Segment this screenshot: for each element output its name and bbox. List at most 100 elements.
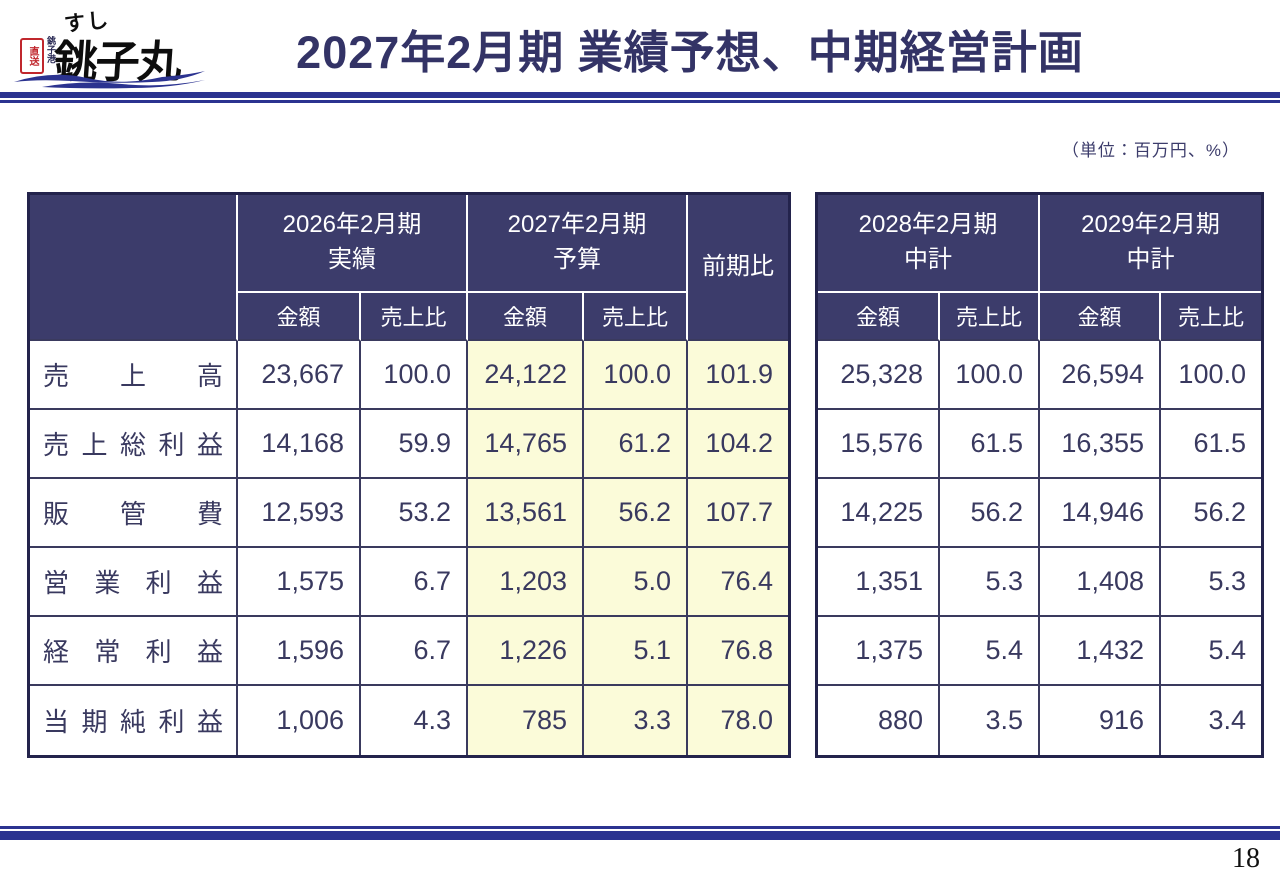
cell: 61.5	[1161, 410, 1261, 479]
cell: 100.0	[584, 341, 688, 410]
cell: 23,667	[238, 341, 361, 410]
cell: 24,122	[468, 341, 584, 410]
cell: 13,561	[468, 479, 584, 548]
subheader-amount: 金額	[468, 293, 584, 341]
wave-icon	[14, 71, 205, 89]
cell: 101.9	[688, 341, 788, 410]
row-label: 当期純利益	[30, 686, 238, 755]
cell: 100.0	[361, 341, 468, 410]
table-row-operating-income: 営業利益 1,575 6.7 1,203 5.0 76.4	[30, 548, 788, 617]
cell: 14,765	[468, 410, 584, 479]
group-label-line1: 2027年2月期	[507, 211, 647, 239]
cell: 3.4	[1161, 686, 1261, 755]
page-number: 18	[1232, 843, 1260, 874]
cell: 1,006	[238, 686, 361, 755]
cell: 107.7	[688, 479, 788, 548]
row-label: 売上総利益	[30, 410, 238, 479]
column-group-fy2029: 2029年2月期 中計	[1040, 195, 1261, 293]
cell: 5.4	[1161, 617, 1261, 686]
tables-area: 2026年2月期 実績 2027年2月期 予算 前期比 金額 売上比 金額 売上…	[27, 192, 1264, 758]
cell: 14,225	[818, 479, 940, 548]
logo-stamp: 直送	[20, 38, 44, 74]
cell: 76.8	[688, 617, 788, 686]
cell: 785	[468, 686, 584, 755]
subheader-amount: 金額	[818, 293, 940, 341]
column-group-fy2027: 2027年2月期 予算	[468, 195, 688, 293]
table-row-sga: 14,225 56.2 14,946 56.2	[818, 479, 1261, 548]
cell: 14,946	[1040, 479, 1161, 548]
table-row-net-income: 当期純利益 1,006 4.3 785 3.3 78.0	[30, 686, 788, 755]
row-label: 経常利益	[30, 617, 238, 686]
midterm-plan-table: 2028年2月期 中計 2029年2月期 中計 金額 売上比 金額 売上比	[815, 192, 1264, 758]
cell: 56.2	[1161, 479, 1261, 548]
row-label: 売上高	[30, 341, 238, 410]
slide-header: すし 銚子丸 直送 銚子港 2027年2月期 業績予想、中期経営計画	[0, 0, 1280, 92]
cell: 5.3	[940, 548, 1040, 617]
cell: 1,575	[238, 548, 361, 617]
cell: 100.0	[1161, 341, 1261, 410]
group-label-line2: 中計	[904, 246, 952, 273]
cell: 59.9	[361, 410, 468, 479]
cell: 5.4	[940, 617, 1040, 686]
cell: 104.2	[688, 410, 788, 479]
cell: 916	[1040, 686, 1161, 755]
cell: 1,432	[1040, 617, 1161, 686]
cell: 3.5	[940, 686, 1040, 755]
cell: 4.3	[361, 686, 468, 755]
forecast-table: 2026年2月期 実績 2027年2月期 予算 前期比 金額 売上比 金額 売上…	[27, 192, 791, 758]
group-label-line2: 実績	[328, 246, 376, 273]
header-divider	[0, 92, 1280, 103]
cell: 61.5	[940, 410, 1040, 479]
cell: 3.3	[584, 686, 688, 755]
unit-note: （単位：百万円、%）	[1061, 141, 1240, 160]
subheader-amount: 金額	[238, 293, 361, 341]
subheader-sales-ratio: 売上比	[940, 293, 1040, 341]
cell: 5.3	[1161, 548, 1261, 617]
row-label: 販管費	[30, 479, 238, 548]
group-label-line1: 2029年2月期	[1081, 211, 1220, 239]
logo-stamp-side-text: 銚子港	[46, 36, 56, 63]
row-label: 営業利益	[30, 548, 238, 617]
group-label-line2: 中計	[1126, 246, 1175, 273]
cell: 53.2	[361, 479, 468, 548]
column-group-fy2026: 2026年2月期 実績	[238, 195, 468, 293]
table-row-net-sales: 25,328 100.0 26,594 100.0	[818, 341, 1261, 410]
column-header-yoy: 前期比	[688, 195, 788, 341]
corner-cell	[30, 195, 238, 341]
table-row-gross-profit: 売上総利益 14,168 59.9 14,765 61.2 104.2	[30, 410, 788, 479]
table-row-sga: 販管費 12,593 53.2 13,561 56.2 107.7	[30, 479, 788, 548]
cell: 76.4	[688, 548, 788, 617]
cell: 1,408	[1040, 548, 1161, 617]
table-row-gross-profit: 15,576 61.5 16,355 61.5	[818, 410, 1261, 479]
cell: 15,576	[818, 410, 940, 479]
choshimaru-logo: すし 銚子丸 直送 銚子港	[12, 4, 207, 90]
cell: 25,328	[818, 341, 940, 410]
cell: 5.0	[584, 548, 688, 617]
cell: 880	[818, 686, 940, 755]
table-row-operating-income: 1,351 5.3 1,408 5.3	[818, 548, 1261, 617]
cell: 56.2	[584, 479, 688, 548]
table-row-ordinary-income: 経常利益 1,596 6.7 1,226 5.1 76.8	[30, 617, 788, 686]
subheader-sales-ratio: 売上比	[1161, 293, 1261, 341]
table-row-net-income: 880 3.5 916 3.4	[818, 686, 1261, 755]
table-row-ordinary-income: 1,375 5.4 1,432 5.4	[818, 617, 1261, 686]
cell: 1,203	[468, 548, 584, 617]
cell: 5.1	[584, 617, 688, 686]
subheader-amount: 金額	[1040, 293, 1161, 341]
group-label-line2: 予算	[553, 246, 601, 273]
page-title: 2027年2月期 業績予想、中期経営計画	[296, 26, 1084, 78]
cell: 78.0	[688, 686, 788, 755]
group-label-line1: 2028年2月期	[858, 211, 998, 239]
cell: 1,351	[818, 548, 940, 617]
cell: 100.0	[940, 341, 1040, 410]
cell: 26,594	[1040, 341, 1161, 410]
subheader-sales-ratio: 売上比	[584, 293, 688, 341]
cell: 1,375	[818, 617, 940, 686]
table-row-net-sales: 売上高 23,667 100.0 24,122 100.0 101.9	[30, 341, 788, 410]
cell: 6.7	[361, 548, 468, 617]
cell: 14,168	[238, 410, 361, 479]
cell: 56.2	[940, 479, 1040, 548]
cell: 12,593	[238, 479, 361, 548]
group-label-line1: 2026年2月期	[282, 211, 422, 239]
cell: 16,355	[1040, 410, 1161, 479]
